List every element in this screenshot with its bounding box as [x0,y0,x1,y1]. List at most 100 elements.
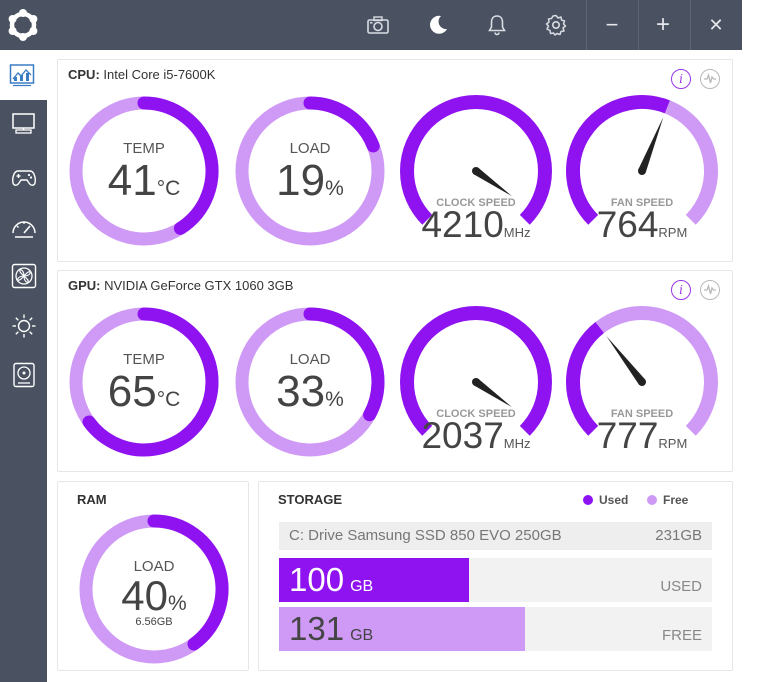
used-tag: USED [660,578,702,595]
dial-gauge-track [595,306,718,436]
dial-gauge-arc [400,95,552,225]
dial-needle-hub [472,378,480,386]
dial-needle-hub [472,167,480,175]
window-edge [742,0,757,682]
legend-free: Free [647,493,688,507]
dashboard-icon [9,64,35,87]
gpu-temp-gauge: TEMP 65°C [69,307,219,457]
dial-needle [606,336,646,385]
gear-icon [545,14,567,36]
gpu-load-unit: % [325,388,344,411]
moon-icon [430,15,447,34]
sidebar-item-dashboard[interactable] [0,50,47,100]
sidebar-item-cooling[interactable] [0,254,47,298]
sidebar-item-storage[interactable] [0,353,47,397]
notifications-button[interactable] [477,0,517,50]
cpu-fan-label: FAN SPEED [610,197,674,209]
gpu-clock-label: CLOCK SPEED [436,408,516,420]
dial-gauge-track [664,100,718,225]
fan-icon [11,263,36,289]
gpu-clock-unit: MHz [503,436,531,451]
ring-gauge-graphic [79,514,229,664]
ram-used-amount: 6.56GB [135,616,173,628]
ring-gauge-value-arc [82,307,219,457]
maximize-button[interactable]: + [643,0,683,50]
sidebar-item-lighting[interactable] [0,304,47,348]
monitor-icon [11,113,35,134]
ring-gauge-value-arc [303,307,385,422]
legend-used-swatch [583,495,593,505]
gpu-load-label: LOAD [289,351,331,368]
ring-gauge-value-arc [147,514,229,651]
gpu-history-button[interactable] [700,280,720,300]
gpu-info-button[interactable]: i [671,280,691,300]
gpu-clock-value: 2037 [421,415,504,456]
dial-needle-hub [638,378,646,386]
free-tag: FREE [661,627,702,644]
cpu-clock-unit: MHz [503,225,531,240]
screenshot-button[interactable] [358,0,398,50]
settings-button[interactable] [536,0,576,50]
cpu-temp-value: 41 [107,156,157,205]
cpu-load-value: 19 [276,156,326,205]
dial-needle [473,378,513,408]
cpu-load-gauge: LOAD 19% [235,96,385,246]
ring-gauge-graphic [235,307,385,457]
used-bar-fill [279,558,469,602]
bell-icon [488,15,506,36]
sidebar-item-overclock[interactable] [0,206,47,250]
night-mode-button[interactable] [418,0,458,50]
ring-gauge-graphic [235,96,385,246]
free-unit: GB [350,627,374,644]
cpu-panel: CPU: Intel Core i5-7600K i TEMP 41°C LOA… [57,59,733,262]
used-value: 100 [289,561,345,598]
gpu-load-value: 33 [276,367,326,416]
camera-icon [367,16,389,34]
cpu-temp-unit: °C [156,177,181,200]
sidebar-item-monitor[interactable] [0,102,47,146]
ring-gauge-value-arc [137,96,219,235]
gpu-temp-value: 65 [107,367,157,416]
cpu-title: CPU: Intel Core i5-7600K [68,67,215,82]
ram-load-unit: % [168,592,187,615]
drive-total: 231GB [655,527,702,544]
dial-needle [638,117,664,173]
gpu-temp-label: TEMP [123,351,165,368]
cpu-history-button[interactable] [700,69,720,89]
cpu-clock-value: 4210 [421,204,504,245]
toolbar-divider [690,0,691,50]
close-icon: ✕ [708,14,724,35]
close-button[interactable]: ✕ [696,0,736,50]
gpu-fan-gauge: FAN SPEED 777RPM [565,305,719,459]
toolbar-divider [586,0,587,50]
ram-load-value: 40 [121,572,169,619]
cpu-load-label: LOAD [289,140,331,157]
info-icon: i [679,283,683,297]
free-bar: 131 GB FREE [279,607,712,651]
dial-gauge-value-arc [566,321,605,436]
dial-gauge-value-arc [566,95,670,225]
gpu-fan-unit: RPM [658,436,688,451]
cpu-fan-gauge: FAN SPEED 764RPM [565,94,719,248]
legend-used-label: Used [599,493,629,507]
sidebar-item-gaming[interactable] [0,156,47,200]
legend-free-label: Free [663,493,689,507]
minimize-button[interactable]: − [592,0,632,50]
gpu-model: NVIDIA GeForce GTX 1060 3GB [104,278,294,293]
cpu-info-button[interactable]: i [671,69,691,89]
cpu-model: Intel Core i5-7600K [103,67,216,82]
drive-name: C: Drive Samsung SSD 850 EVO 250GB [289,527,562,544]
legend-used: Used [583,493,628,507]
used-bar: 100 GB USED [279,558,712,602]
waveform-icon [704,73,716,84]
dial-gauge-graphic [400,306,552,436]
legend-free-swatch [647,495,657,505]
gpu-fan-value: 777 [596,415,659,456]
waveform-icon [704,284,716,295]
gpu-load-gauge: LOAD 33% [235,307,385,457]
speedometer-icon [11,221,36,238]
ram-load-label: LOAD [133,558,175,575]
gpu-temp-unit: °C [156,388,181,411]
cpu-temp-gauge: TEMP 41°C [69,96,219,246]
minimize-icon: − [605,12,619,37]
